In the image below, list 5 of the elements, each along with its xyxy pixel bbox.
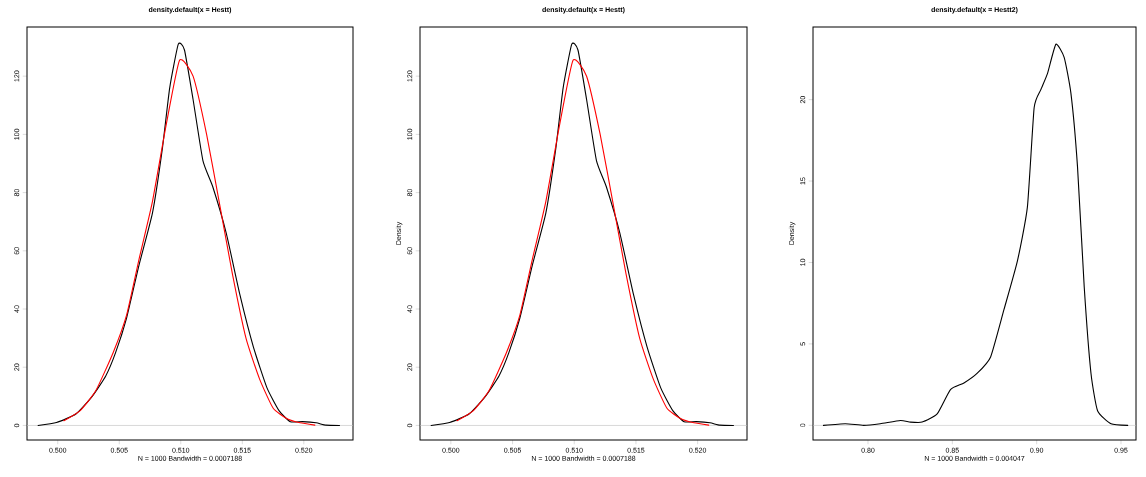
line-series (822, 43, 1129, 426)
line-series (63, 59, 316, 426)
line-series (456, 59, 710, 426)
line-series (37, 43, 341, 426)
line-series (430, 43, 734, 426)
